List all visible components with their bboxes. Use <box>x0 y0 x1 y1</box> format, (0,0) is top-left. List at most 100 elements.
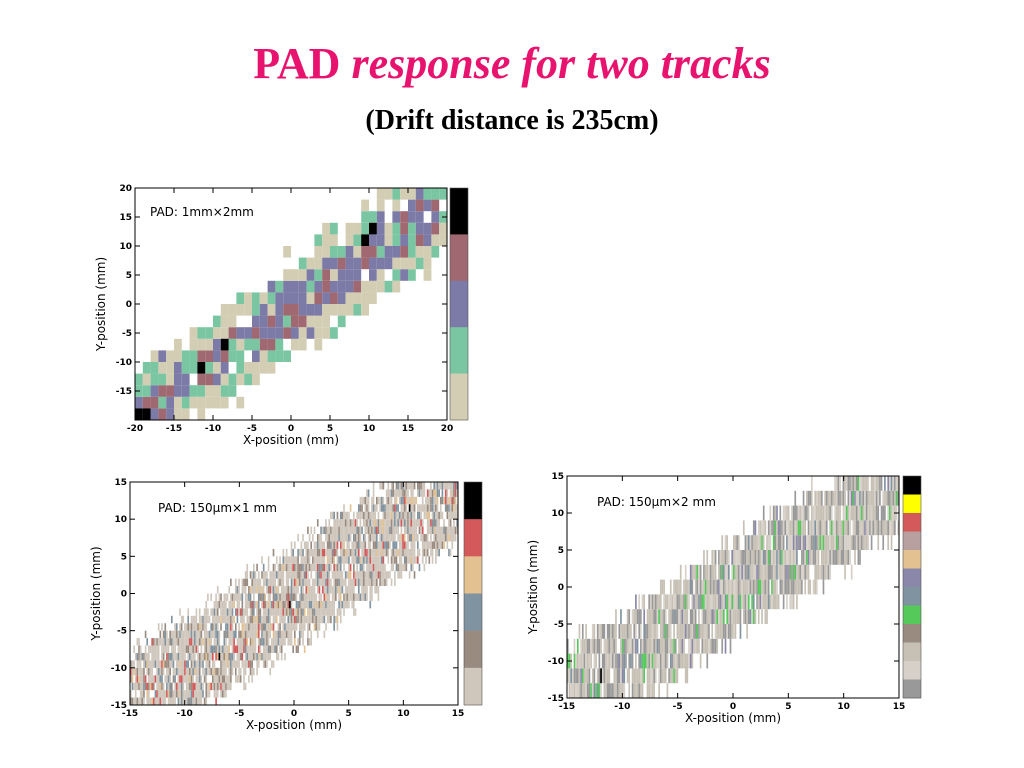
pad-cell <box>812 535 815 550</box>
pad-cell <box>349 519 352 527</box>
pad-cell <box>408 526 411 535</box>
pad-cell <box>771 579 773 595</box>
colorbar-segment <box>464 630 482 669</box>
pad-cell <box>845 505 848 521</box>
pad-cell <box>839 520 841 536</box>
pad-cell <box>733 564 735 580</box>
pad-cell <box>272 593 275 601</box>
pad-cell <box>166 396 174 409</box>
pad-cell <box>193 682 196 691</box>
pad-cell <box>802 550 805 565</box>
pad-cell <box>777 550 780 565</box>
pad-cell <box>869 505 871 521</box>
pad-cell <box>316 534 319 542</box>
pad-cell <box>139 660 142 668</box>
pad-cell <box>205 652 208 661</box>
pad-cell <box>187 638 190 646</box>
pad-cell <box>694 579 697 595</box>
pad-cell <box>138 638 140 646</box>
pad-cell <box>287 623 290 631</box>
pad-cell <box>349 534 352 542</box>
pad-cell <box>776 579 778 595</box>
pad-cell <box>269 630 272 639</box>
pad-cell <box>202 667 204 676</box>
pad-cell <box>709 638 712 654</box>
pad-cell <box>392 211 401 223</box>
pad-cell <box>336 526 339 535</box>
pad-cell <box>283 269 291 281</box>
pad-cell <box>699 624 702 639</box>
pad-cell <box>410 563 413 572</box>
pad-cell <box>326 548 329 557</box>
pad-cell <box>847 490 850 506</box>
pad-cell <box>400 563 403 572</box>
pad-cell <box>193 667 196 676</box>
pad-cell <box>456 526 458 535</box>
pad-cell <box>275 615 278 624</box>
pad-cell <box>679 638 682 654</box>
pad-cell <box>691 594 694 610</box>
pad-cell <box>285 548 288 557</box>
pad-cell <box>385 496 388 505</box>
pad-cell <box>261 556 263 564</box>
pad-cell <box>679 609 682 624</box>
pad-cell <box>646 683 649 698</box>
pad-cell <box>689 579 692 595</box>
pad-cell <box>205 615 208 624</box>
pad-cell <box>213 675 216 683</box>
pad-cell <box>280 615 283 624</box>
pad-cell <box>256 586 258 594</box>
pad-cell <box>658 594 660 610</box>
pad-cell <box>415 496 417 505</box>
pad-cell <box>177 638 180 646</box>
pad-cell <box>249 667 252 676</box>
pad-cell <box>620 609 622 624</box>
pad-cell <box>842 490 845 506</box>
pad-cell <box>228 630 231 639</box>
pad-cell <box>894 520 896 536</box>
pad-cell <box>598 638 601 654</box>
pad-cell <box>264 600 267 609</box>
pad-cell <box>731 564 733 580</box>
pad-cell <box>353 534 355 542</box>
pad-cell <box>860 490 863 506</box>
pad-cell <box>731 579 733 595</box>
pad-cell <box>397 534 399 542</box>
pad-cell <box>216 667 219 676</box>
pad-cell <box>251 675 253 683</box>
pad-cell <box>344 548 347 557</box>
pad-cell <box>646 668 649 684</box>
pad-cell <box>845 476 848 491</box>
pad-cell <box>395 526 398 535</box>
pad-cell <box>402 489 404 497</box>
pad-cell <box>166 385 174 397</box>
pad-cell <box>890 505 893 521</box>
pad-cell <box>189 667 191 676</box>
pad-cell <box>415 519 417 527</box>
pad-cell <box>151 667 153 676</box>
pad-cell <box>436 496 439 505</box>
pad-cell <box>261 630 263 639</box>
pad-cell <box>654 653 657 669</box>
pad-cell <box>223 667 226 676</box>
pad-cell <box>394 489 396 497</box>
pad-cell <box>676 579 679 595</box>
pad-cell <box>223 690 226 698</box>
pad-cell <box>867 535 870 550</box>
pad-cell <box>786 535 788 550</box>
pad-cell <box>654 594 657 610</box>
pad-cell <box>251 645 253 653</box>
pad-cell <box>216 652 219 661</box>
pad-cell <box>318 586 321 594</box>
pad-cell <box>656 638 659 654</box>
pad-cell <box>688 653 690 669</box>
pad-cell <box>366 578 368 587</box>
slide-title-italic: response for two tracks <box>351 39 771 88</box>
pad-cell <box>338 534 340 542</box>
pad-cell <box>261 638 263 646</box>
pad-cell <box>641 638 644 654</box>
pad-cell <box>205 373 213 386</box>
pad-cell <box>231 645 234 653</box>
pad-cell <box>877 505 880 521</box>
pad-cell <box>190 645 193 653</box>
